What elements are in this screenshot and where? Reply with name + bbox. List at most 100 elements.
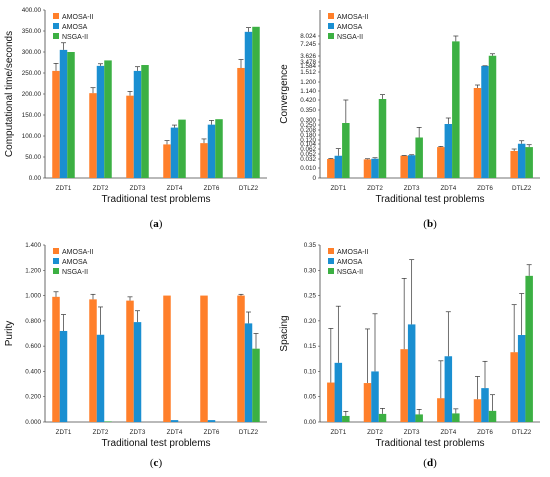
bar-amosa-ii: [400, 349, 408, 422]
bar-amosa: [407, 324, 416, 422]
legend-swatch: [53, 33, 59, 39]
bar-amosa: [244, 31, 253, 179]
y-tick-label: 1.000: [25, 293, 41, 300]
legend-swatch: [53, 13, 59, 19]
y-tick-label: 200.00: [22, 91, 42, 98]
legend-swatch: [328, 33, 334, 39]
y-tick-label: 0.208: [300, 127, 316, 134]
x-axis-label: Traditional test problems: [375, 194, 484, 205]
y-tick-label: 0.104: [300, 141, 316, 148]
legend-label: AMOSA: [337, 24, 363, 31]
chart-panel-d: 0.00 0.05 0.10 0.15 0.20 0.25 0.30 0.35 ZDT1 ZDT2…: [279, 242, 540, 469]
legend-label: AMOSA-II: [337, 249, 369, 256]
y-tick-label: 0.250: [300, 122, 316, 129]
y-tick-label: 8.024: [300, 33, 316, 40]
y-tick-label: 7.245: [300, 41, 316, 48]
legend-label: NSGA-II: [62, 269, 88, 276]
bar-amosa-ii: [363, 159, 372, 178]
bar-amosa: [170, 127, 179, 178]
bar-nsga-ii: [378, 413, 387, 422]
x-tick-label: ZDT3: [404, 185, 420, 192]
y-tick-label: 1.400: [25, 242, 41, 249]
y-tick-label: 1.512: [300, 69, 316, 76]
bar-amosa-ii: [473, 399, 482, 422]
y-tick-label: 400.00: [22, 7, 42, 14]
bar-nsga-ii: [67, 52, 75, 178]
x-tick-label: ZDT6: [204, 185, 220, 192]
bar-amosa-ii: [473, 88, 482, 178]
x-tick-label: ZDT3: [130, 429, 146, 436]
y-tick-label: 0.420: [300, 97, 316, 104]
legend-label: AMOSA-II: [337, 14, 369, 21]
legend-swatch: [328, 268, 334, 274]
y-tick-label: 0.00: [29, 175, 42, 182]
x-tick-label: ZDT3: [404, 429, 420, 436]
bar-amosa: [170, 420, 179, 422]
bar-amosa-ii: [437, 398, 445, 422]
y-tick-label: 0.10: [304, 368, 317, 375]
y-tick-label: 0.350: [300, 107, 316, 114]
bar-amosa: [481, 388, 489, 422]
x-tick-label: ZDT1: [56, 185, 72, 192]
bar-amosa-ii: [200, 143, 208, 178]
panel-caption: (d): [423, 457, 437, 469]
bar-amosa: [59, 49, 68, 179]
y-tick-label: 1.200: [25, 267, 41, 274]
x-tick-label: DTLZ2: [239, 185, 259, 192]
y-tick-label: 300.00: [22, 49, 42, 56]
bar-amosa-ii: [163, 295, 171, 422]
y-tick-label: 0.05: [304, 394, 317, 401]
bar-amosa-ii: [200, 295, 208, 422]
bar-nsga-ii: [178, 119, 186, 178]
bar-nsga-ii: [215, 119, 223, 178]
y-tick-label: 0.300: [300, 117, 316, 124]
bar-nsga-ii: [488, 55, 497, 179]
bar-amosa-ii: [126, 300, 134, 422]
bar-amosa: [133, 70, 142, 178]
y-tick-label: 3.478: [300, 59, 316, 66]
bar-nsga-ii: [342, 123, 350, 178]
x-tick-label: DTLZ2: [239, 429, 259, 436]
bar-amosa-ii: [363, 383, 372, 422]
x-tick-label: ZDT6: [477, 185, 493, 192]
bar-amosa: [517, 143, 526, 178]
bar-amosa-ii: [237, 295, 245, 422]
y-tick-label: 0.200: [25, 394, 41, 401]
bar-nsga-ii: [452, 41, 460, 178]
bar-amosa: [334, 155, 343, 178]
y-tick-label: 0.600: [25, 343, 41, 350]
legend-swatch: [328, 13, 334, 19]
bar-nsga-ii: [104, 421, 112, 422]
x-tick-label: ZDT3: [130, 185, 146, 192]
bar-amosa-ii: [163, 144, 171, 178]
y-tick-label: 1.140: [300, 88, 316, 95]
panel-caption: (a): [150, 218, 163, 230]
x-tick-label: ZDT4: [440, 185, 456, 192]
y-tick-label: 0.000: [25, 419, 41, 426]
y-tick-label: 100.00: [22, 133, 42, 140]
bar-amosa: [371, 371, 379, 422]
bar-amosa: [334, 362, 343, 422]
bar-amosa: [481, 65, 489, 178]
legend-swatch: [328, 23, 334, 29]
bar-nsga-ii: [378, 99, 387, 178]
bar-nsga-ii: [488, 410, 497, 422]
x-tick-label: ZDT2: [367, 429, 383, 436]
bar-amosa: [96, 334, 105, 422]
y-tick-label: 0.010: [300, 165, 316, 172]
y-tick-label: 0.30: [304, 267, 317, 274]
legend-label: AMOSA: [337, 259, 363, 266]
x-tick-label: DTLZ2: [512, 185, 532, 192]
y-tick-label: 0.20: [304, 318, 317, 325]
x-tick-label: ZDT4: [440, 429, 456, 436]
y-tick-label: 0.062: [300, 146, 316, 153]
bar-nsga-ii: [452, 413, 460, 422]
x-tick-label: ZDT1: [56, 429, 72, 436]
y-tick-label: 0.120: [300, 137, 316, 144]
x-tick-label: ZDT2: [93, 429, 109, 436]
y-tick-label: 1.200: [300, 79, 316, 86]
bar-nsga-ii: [252, 26, 260, 178]
bar-amosa-ii: [400, 155, 408, 178]
y-axis-label: Spacing: [279, 315, 290, 351]
y-tick-label: 0: [312, 175, 316, 182]
